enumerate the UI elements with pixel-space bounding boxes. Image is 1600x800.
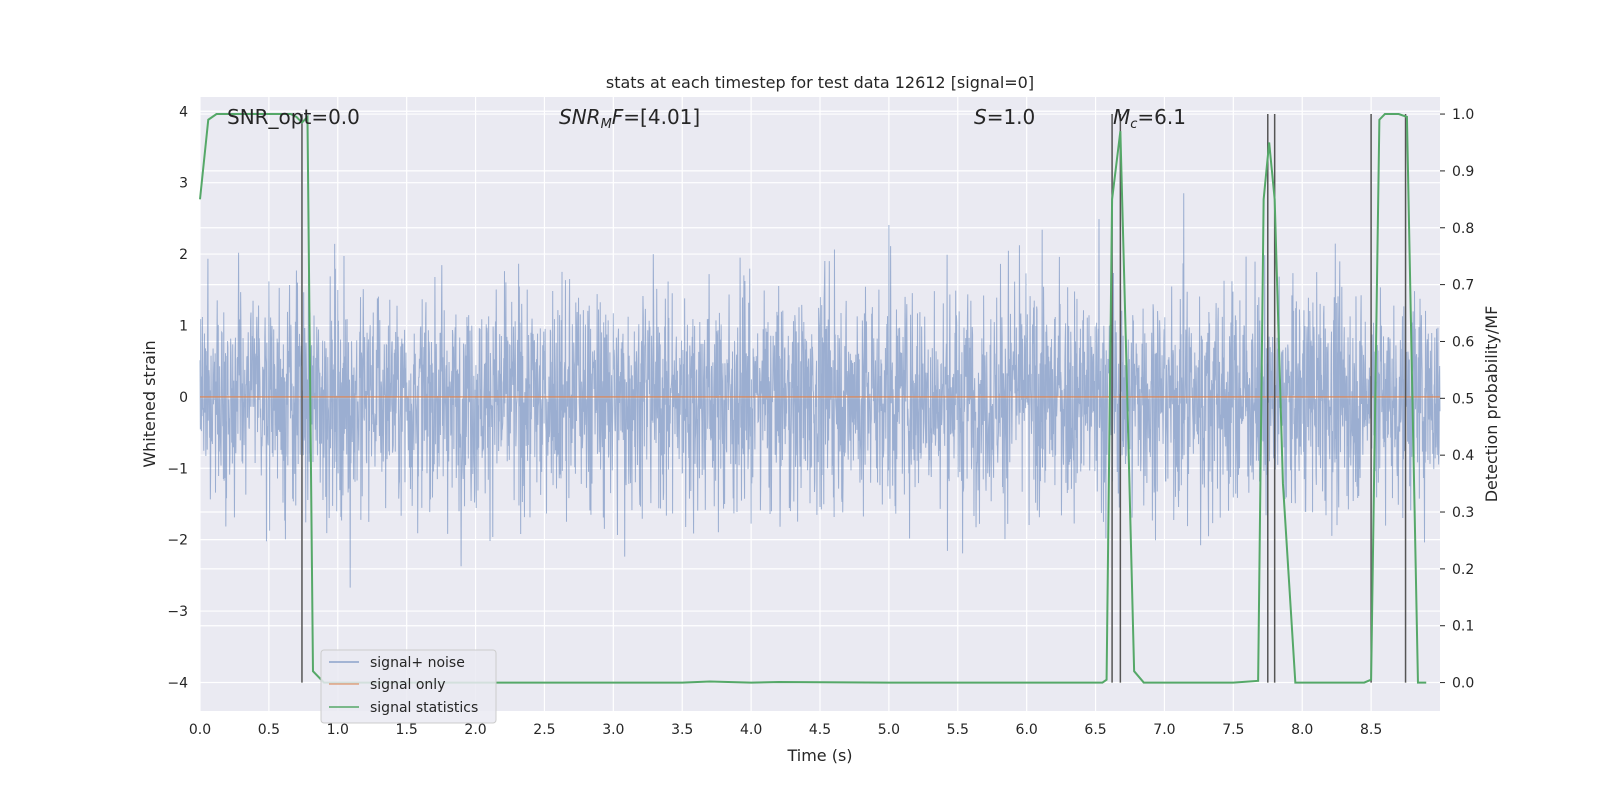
- x-tick-label: 6.0: [1016, 722, 1038, 738]
- y-tick-label: 0: [179, 390, 188, 406]
- x-tick-label: 7.0: [1153, 722, 1175, 738]
- y2-tick-label: 0.6: [1452, 334, 1474, 350]
- legend-box: [320, 649, 497, 724]
- annotation-snr-opt: SNR_opt=0.0: [227, 105, 360, 129]
- x-tick-label: 3.5: [671, 722, 693, 738]
- annotation-snr-mf: SNRMF=[4.01]: [559, 105, 700, 132]
- y2-axis-label: Detection probability/MF: [1482, 306, 1501, 503]
- y-tick-label: 1: [179, 318, 188, 334]
- y2-tick-label: 0.9: [1452, 164, 1474, 180]
- x-tick-label: 2.5: [533, 722, 555, 738]
- x-tick-label: 1.5: [396, 722, 418, 738]
- y2-tick-label: 0.3: [1452, 505, 1474, 521]
- y-tick-label: −4: [167, 675, 188, 691]
- y2-tick-label: 0.4: [1452, 448, 1474, 464]
- y2-tick-label: 0.7: [1452, 278, 1474, 294]
- y2-tick-label: 0.2: [1452, 562, 1474, 578]
- y-tick-label: −1: [167, 461, 188, 477]
- y2-tick-label: 0.1: [1452, 619, 1474, 635]
- x-tick-labels: 0.0 0.5 1.0 1.5 2.0 2.5 3.0 3.5 4.0 4.5 5.0 5.5 6.0 6…: [189, 722, 1382, 738]
- x-tick-label: 2.0: [464, 722, 486, 738]
- x-tick-label: 8.5: [1360, 722, 1382, 738]
- y-tick-label: −3: [167, 604, 188, 620]
- x-tick-label: 4.5: [809, 722, 831, 738]
- signal-statistics-series: [199, 113, 1427, 684]
- legend-label-noise: signal+ noise: [370, 655, 465, 671]
- y2-tick-labels: 0.0 0.1 0.2 0.3 0.4 0.5 0.6 0.7 0.8 0.9 1.0: [1440, 107, 1474, 692]
- y-axis-label: Whitened strain: [140, 340, 159, 467]
- x-tick-label: 6.5: [1084, 722, 1106, 738]
- x-tick-label: 8.0: [1291, 722, 1313, 738]
- x-tick-label: 0.0: [189, 722, 211, 738]
- legend: signal+ noise signal only signal statist…: [320, 649, 497, 724]
- x-tick-label: 7.5: [1222, 722, 1244, 738]
- annotation-mc: Mc=6.1: [1113, 105, 1186, 132]
- y2-tick-label: 0.0: [1452, 676, 1474, 692]
- signal-statistics-line: [199, 113, 1427, 684]
- y2-tick-label: 0.8: [1452, 221, 1474, 237]
- y2-tick-label: 0.5: [1452, 391, 1474, 407]
- legend-label-stats: signal statistics: [370, 700, 478, 716]
- y-tick-label: 2: [179, 247, 188, 263]
- x-tick-label: 0.5: [258, 722, 280, 738]
- y-tick-label: 4: [179, 104, 188, 120]
- legend-label-signal: signal only: [370, 677, 445, 693]
- noise-series: [199, 193, 1441, 588]
- x-tick-label: 4.0: [740, 722, 762, 738]
- x-tick-label: 5.5: [947, 722, 969, 738]
- y-tick-labels: −4 −3 −2 −1 0 1 2 3 4: [167, 104, 188, 691]
- y-tick-label: 3: [179, 176, 188, 192]
- x-tick-label: 5.0: [878, 722, 900, 738]
- x-tick-label: 1.0: [327, 722, 349, 738]
- noise-line: [199, 193, 1441, 588]
- x-tick-label: 3.0: [602, 722, 624, 738]
- x-axis-label: Time (s): [786, 746, 852, 765]
- annotation-s: S=1.0: [974, 105, 1035, 129]
- y-tick-label: −2: [167, 533, 188, 549]
- y2-tick-label: 1.0: [1452, 107, 1474, 123]
- chart-title: stats at each timestep for test data 126…: [606, 73, 1034, 92]
